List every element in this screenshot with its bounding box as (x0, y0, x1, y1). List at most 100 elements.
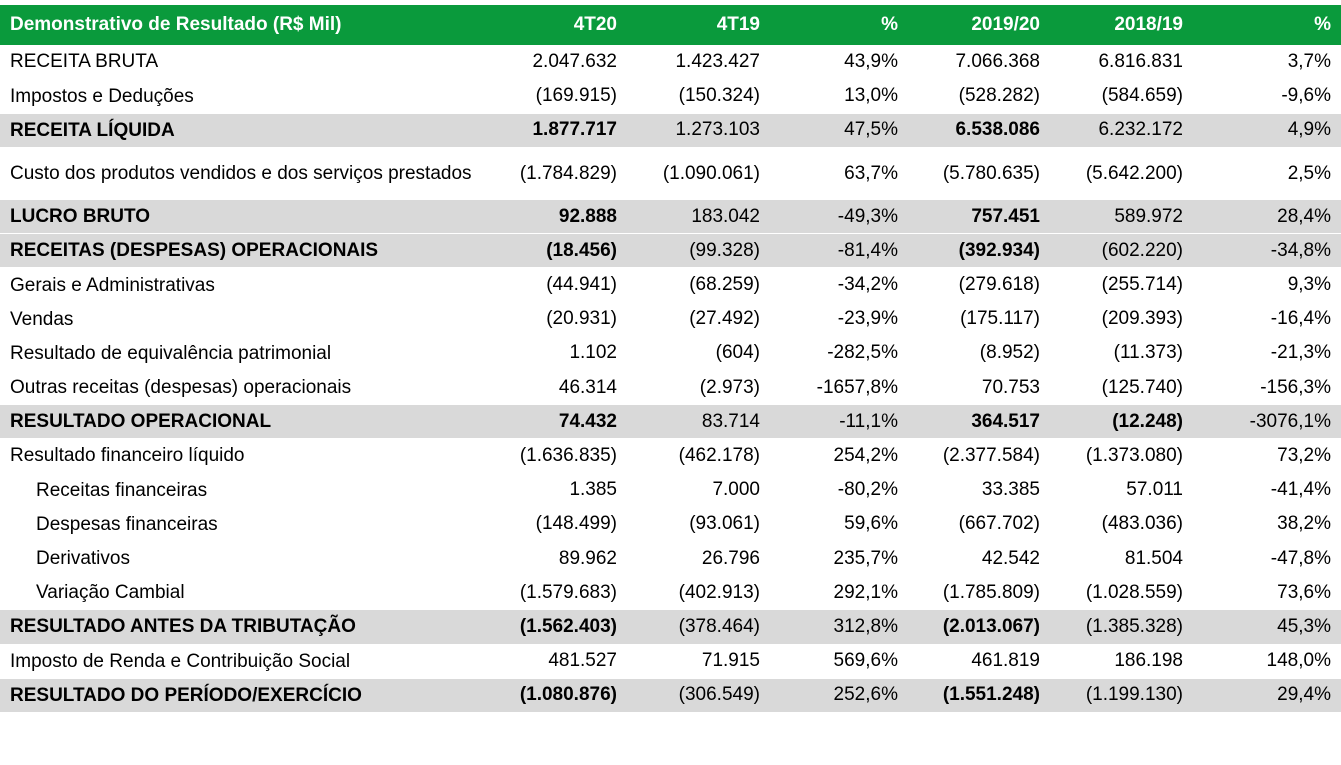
cell-2019-20: (1.785.809) (908, 575, 1050, 611)
income-statement-table: Demonstrativo de Resultado (R$ Mil) 4T20… (0, 5, 1341, 713)
cell-pct-quarter: -80,2% (770, 473, 908, 508)
cell-pct-year: 3,7% (1193, 45, 1341, 80)
row-label: Custo dos produtos vendidos e dos serviç… (0, 147, 497, 201)
cell-pct-quarter: -23,9% (770, 302, 908, 337)
cell-4t19: (93.061) (627, 507, 770, 542)
cell-2018-19: 186.198 (1050, 644, 1193, 679)
cell-2019-20: (5.780.635) (908, 147, 1050, 201)
cell-4t20: (44.941) (497, 267, 627, 303)
cell-4t19: (27.492) (627, 302, 770, 337)
table-row-highlight: RESULTADO ANTES DA TRIBUTAÇÃO (1.562.403… (0, 609, 1341, 645)
cell-4t19: (462.178) (627, 438, 770, 474)
table-row: Custo dos produtos vendidos e dos serviç… (0, 147, 1341, 201)
cell-pct-quarter: 47,5% (770, 113, 908, 149)
cell-pct-quarter: -1657,8% (770, 370, 908, 406)
row-label: Despesas financeiras (0, 507, 497, 542)
cell-pct-year: -9,6% (1193, 79, 1341, 114)
cell-4t20: 92.888 (497, 199, 627, 235)
cell-2019-20: 461.819 (908, 644, 1050, 679)
cell-2018-19: (12.248) (1050, 404, 1193, 440)
table-row-highlight: RESULTADO DO PERÍODO/EXERCÍCIO (1.080.87… (0, 677, 1341, 713)
cell-pct-quarter: 43,9% (770, 45, 908, 80)
cell-4t19: (99.328) (627, 233, 770, 269)
cell-pct-year: 9,3% (1193, 267, 1341, 303)
cell-4t19: 71.915 (627, 644, 770, 679)
cell-4t20: 481.527 (497, 644, 627, 679)
cell-4t20: (1.080.876) (497, 677, 627, 713)
cell-2019-20: 6.538.086 (908, 113, 1050, 149)
row-label: RECEITAS (DESPESAS) OPERACIONAIS (0, 233, 497, 269)
cell-2018-19: (584.659) (1050, 79, 1193, 114)
cell-2018-19: (1.199.130) (1050, 677, 1193, 713)
cell-2019-20: 70.753 (908, 370, 1050, 406)
table-row: Despesas financeiras (148.499) (93.061) … (0, 507, 1341, 542)
cell-pct-quarter: 312,8% (770, 609, 908, 645)
header-2018-19: 2018/19 (1114, 14, 1183, 35)
cell-pct-quarter: -11,1% (770, 404, 908, 440)
table-row: Outras receitas (despesas) operacionais … (0, 370, 1341, 406)
cell-4t20: 46.314 (497, 370, 627, 406)
cell-pct-year: 73,2% (1193, 438, 1341, 474)
cell-4t19: (1.090.061) (627, 147, 770, 201)
header-pct-year: % (1314, 14, 1331, 35)
cell-2019-20: (392.934) (908, 233, 1050, 269)
cell-pct-quarter: -49,3% (770, 199, 908, 235)
cell-4t19: 83.714 (627, 404, 770, 440)
cell-2018-19: 57.011 (1050, 473, 1193, 508)
cell-pct-year: -3076,1% (1193, 404, 1341, 440)
row-label: Outras receitas (despesas) operacionais (0, 370, 497, 406)
row-label: Imposto de Renda e Contribuição Social (0, 644, 497, 679)
cell-2019-20: (279.618) (908, 267, 1050, 303)
cell-4t19: (378.464) (627, 609, 770, 645)
cell-2018-19: (1.385.328) (1050, 609, 1193, 645)
cell-2018-19: (11.373) (1050, 336, 1193, 372)
cell-pct-year: 4,9% (1193, 113, 1341, 149)
cell-pct-year: 29,4% (1193, 677, 1341, 713)
cell-4t20: 89.962 (497, 541, 627, 577)
cell-pct-year: 28,4% (1193, 199, 1341, 235)
cell-4t19: (402.913) (627, 575, 770, 611)
cell-2018-19: (125.740) (1050, 370, 1193, 406)
cell-pct-quarter: -34,2% (770, 267, 908, 303)
header-4t19: 4T19 (716, 14, 760, 35)
cell-2018-19: (1.373.080) (1050, 438, 1193, 474)
cell-pct-quarter: 235,7% (770, 541, 908, 577)
cell-4t20: 1.385 (497, 473, 627, 508)
row-label: Receitas financeiras (0, 473, 497, 508)
cell-2019-20: 33.385 (908, 473, 1050, 508)
cell-4t20: 1.102 (497, 336, 627, 372)
cell-pct-quarter: 254,2% (770, 438, 908, 474)
row-label: Resultado de equivalência patrimonial (0, 336, 497, 372)
header-label: Demonstrativo de Resultado (R$ Mil) (10, 14, 342, 35)
cell-4t19: (150.324) (627, 79, 770, 114)
cell-2018-19: (5.642.200) (1050, 147, 1193, 201)
cell-pct-year: 38,2% (1193, 507, 1341, 542)
cell-pct-quarter: 569,6% (770, 644, 908, 679)
row-label: Vendas (0, 302, 497, 337)
cell-2019-20: 42.542 (908, 541, 1050, 577)
cell-4t20: (1.579.683) (497, 575, 627, 611)
cell-2018-19: (255.714) (1050, 267, 1193, 303)
cell-pct-year: -47,8% (1193, 541, 1341, 577)
cell-2019-20: (1.551.248) (908, 677, 1050, 713)
cell-2019-20: (667.702) (908, 507, 1050, 542)
header-4t20: 4T20 (573, 14, 617, 35)
cell-4t20: (1.636.835) (497, 438, 627, 474)
cell-pct-quarter: 63,7% (770, 147, 908, 201)
table-row: RECEITA BRUTA 2.047.632 1.423.427 43,9% … (0, 45, 1341, 80)
cell-4t19: 26.796 (627, 541, 770, 577)
cell-2019-20: 364.517 (908, 404, 1050, 440)
cell-pct-quarter: 252,6% (770, 677, 908, 713)
table-row: Resultado financeiro líquido (1.636.835)… (0, 438, 1341, 474)
cell-4t19: 183.042 (627, 199, 770, 235)
cell-2019-20: (175.117) (908, 302, 1050, 337)
cell-pct-quarter: 292,1% (770, 575, 908, 611)
cell-4t19: (604) (627, 336, 770, 372)
cell-2019-20: 757.451 (908, 199, 1050, 235)
cell-pct-quarter: 59,6% (770, 507, 908, 542)
row-label: RESULTADO OPERACIONAL (0, 404, 497, 440)
cell-pct-year: -34,8% (1193, 233, 1341, 269)
cell-pct-year: 148,0% (1193, 644, 1341, 679)
row-label: LUCRO BRUTO (0, 199, 497, 235)
cell-4t19: (306.549) (627, 677, 770, 713)
